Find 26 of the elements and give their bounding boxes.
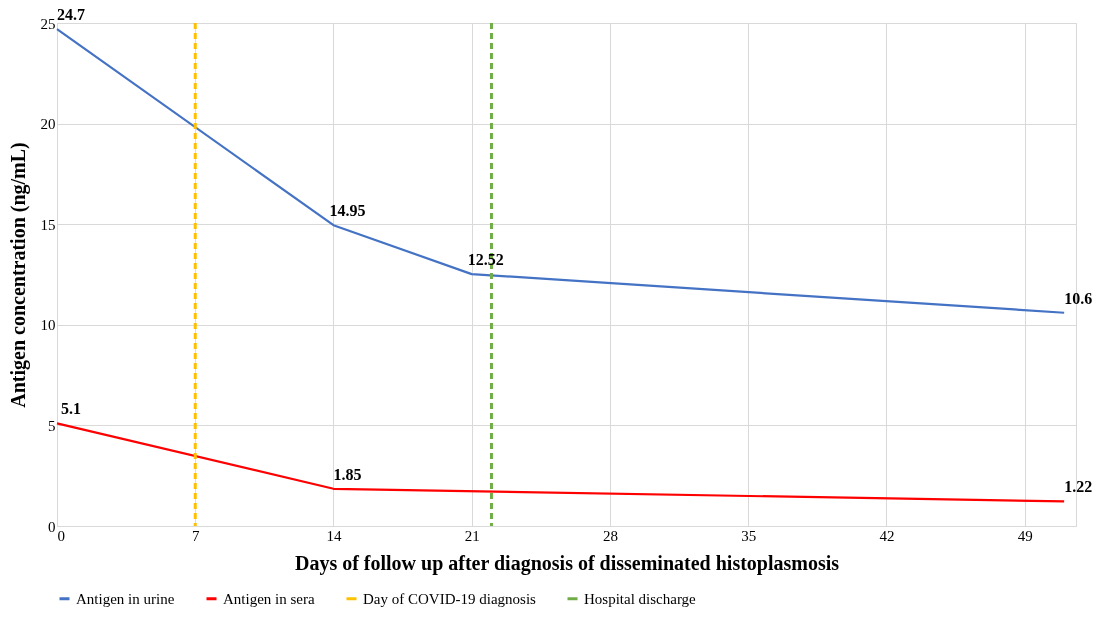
data-label: 12.52	[467, 251, 504, 269]
x-axis-title: Days of follow up after diagnosis of disseminated histoplasmosis	[294, 551, 840, 575]
data-label: 1.22	[1064, 478, 1093, 496]
x-tick-label: 7	[191, 527, 200, 544]
y-axis-title: Antigen concentration (ng/mL)	[6, 142, 30, 408]
y-tick-label: 5	[48, 417, 56, 434]
x-tick-label: 35	[741, 527, 757, 544]
y-tick-label: 10	[40, 317, 56, 334]
x-tick-label: 21	[464, 527, 480, 544]
legend-label: Antigen in urine	[76, 590, 175, 607]
legend-label: Antigen in sera	[223, 590, 315, 607]
x-tick-label: 14	[326, 527, 342, 544]
data-label: 14.95	[329, 202, 366, 220]
x-tick-label: 49	[1017, 527, 1033, 544]
x-tick-label: 28	[602, 527, 618, 544]
legend-label: Day of COVID-19 diagnosis	[363, 590, 537, 607]
y-tick-label: 15	[40, 216, 56, 233]
data-label: 24.7	[57, 6, 85, 24]
y-tick-label: 25	[40, 15, 56, 32]
line-series	[55, 27, 1066, 314]
y-tick-label: 20	[40, 116, 56, 133]
data-label: 1.85	[333, 465, 362, 483]
data-label: 5.1	[61, 400, 81, 418]
legend-label: Hospital discharge	[584, 590, 697, 607]
x-tick-label: 42	[879, 527, 895, 544]
data-label: 10.6	[1064, 289, 1093, 307]
